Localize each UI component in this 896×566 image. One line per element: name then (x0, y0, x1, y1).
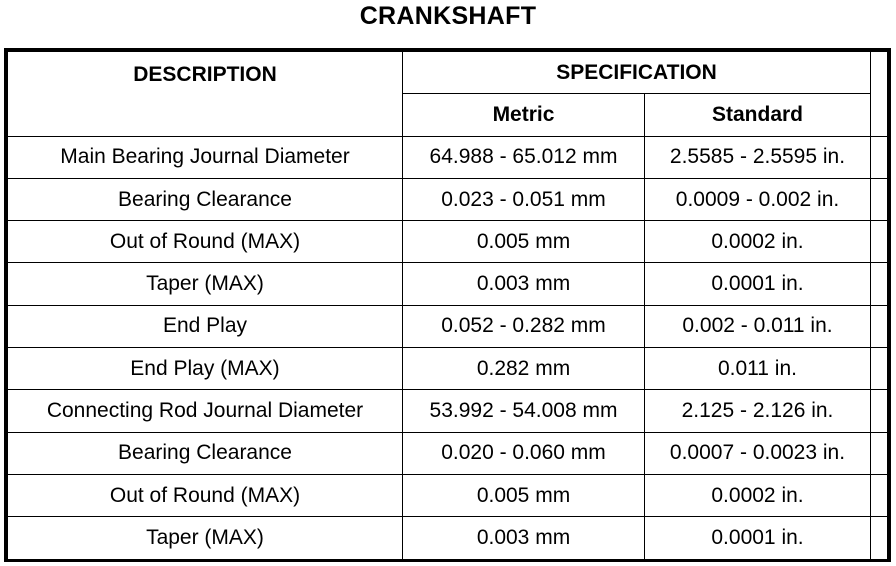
cell-description: Taper (MAX) (7, 262, 403, 306)
page-title: CRANKSHAFT (359, 2, 537, 30)
header-standard: Standard (644, 93, 871, 137)
cell-metric: 0.282 mm (402, 347, 645, 391)
cell-blank (870, 262, 888, 306)
table-row: Bearing Clearance 0.023 - 0.051 mm 0.0009 … (7, 177, 888, 222)
cell-standard: 0.0007 - 0.0023 in. (644, 431, 871, 475)
cell-metric: 0.005 mm (402, 220, 645, 264)
cell-standard: 2.5585 - 2.5595 in. (644, 135, 871, 179)
cell-description: Main Bearing Journal Diameter (7, 135, 403, 179)
cell-standard: 2.125 - 2.126 in. (644, 389, 871, 433)
subheader-row: Metric Standard (8, 93, 888, 137)
table-row: Bearing Clearance 0.020 - 0.060 mm 0.0007 … (7, 431, 888, 475)
cell-standard: 0.0002 in. (644, 473, 871, 518)
cell-description: Bearing Clearance (7, 431, 403, 475)
cell-blank (870, 220, 888, 264)
cell-description: Out of Round (MAX) (7, 473, 403, 518)
header-description: DESCRIPTION (7, 51, 403, 137)
table-row: Connecting Rod Journal Diameter 53.992 - … (7, 389, 888, 433)
table-row: Taper (MAX) 0.003 mm 0.0001 in. (7, 262, 888, 306)
cell-blank (870, 473, 888, 518)
cell-metric: 53.992 - 54.008 mm (402, 389, 645, 433)
header-metric: Metric (402, 93, 645, 137)
table-row: Taper (MAX) 0.003 mm 0.0001 in. (7, 516, 888, 560)
cell-blank (870, 431, 888, 475)
cell-metric: 0.005 mm (402, 473, 645, 518)
cell-description: Connecting Rod Journal Diameter (7, 389, 403, 433)
cell-description: Taper (MAX) (7, 516, 403, 560)
cell-blank (870, 304, 888, 349)
cell-standard: 0.011 in. (644, 347, 871, 391)
table-row: End Play 0.052 - 0.282 mm 0.002 - 0.011 in… (7, 304, 888, 349)
cell-standard: 0.0002 in. (644, 220, 871, 264)
cell-blank (870, 177, 888, 222)
cell-metric: 0.020 - 0.060 mm (402, 431, 645, 475)
cell-blank (870, 135, 888, 179)
table-row: End Play (MAX) 0.282 mm 0.011 in. (7, 347, 888, 391)
cell-blank (870, 389, 888, 433)
cell-blank (870, 347, 888, 391)
table-row: Main Bearing Journal Diameter 64.988 - 65… (7, 135, 888, 179)
cell-standard: 0.0001 in. (644, 516, 871, 560)
spec-table: DESCRIPTION SPECIFICATION Metric Standar… (7, 50, 888, 560)
header-blank (870, 51, 888, 137)
header-specification: SPECIFICATION (402, 50, 871, 95)
cell-standard: 0.0009 - 0.002 in. (644, 177, 871, 222)
cell-metric: 0.023 - 0.051 mm (402, 177, 645, 222)
cell-metric: 0.052 - 0.282 mm (402, 304, 645, 349)
cell-blank (870, 516, 888, 560)
cell-description: End Play (MAX) (7, 347, 403, 391)
header-row: DESCRIPTION SPECIFICATION (7, 50, 888, 137)
cell-description: Bearing Clearance (7, 177, 403, 222)
cell-standard: 0.0001 in. (644, 262, 871, 306)
cell-description: End Play (7, 304, 403, 349)
table-row: Out of Round (MAX) 0.005 mm 0.0002 in. (7, 220, 888, 264)
cell-metric: 64.988 - 65.012 mm (402, 135, 645, 179)
table-row: Out of Round (MAX) 0.005 mm 0.0002 in. (7, 473, 888, 518)
cell-standard: 0.002 - 0.011 in. (644, 304, 871, 349)
cell-metric: 0.003 mm (402, 262, 645, 306)
cell-description: Out of Round (MAX) (7, 220, 403, 264)
cell-metric: 0.003 mm (402, 516, 645, 560)
spec-table-container: DESCRIPTION SPECIFICATION Metric Standar… (4, 48, 891, 562)
